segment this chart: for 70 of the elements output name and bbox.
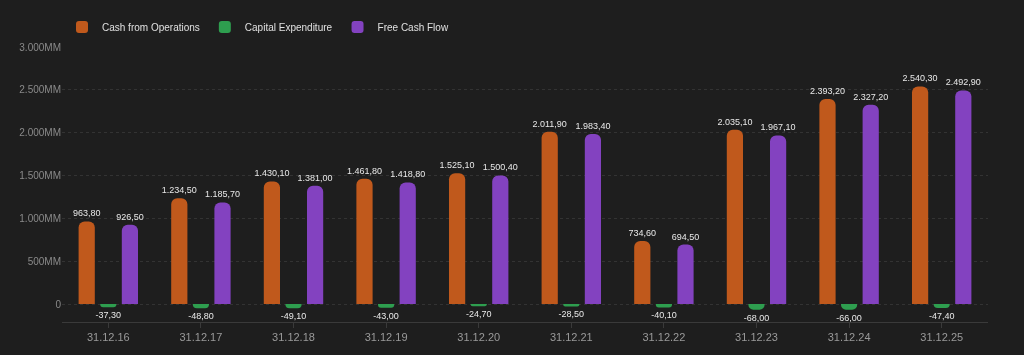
data-label: -40,10 [651, 310, 677, 321]
y-tick-label: 500MM [27, 255, 61, 267]
data-label: 1.461,80 [346, 165, 383, 176]
data-label: 1.185,70 [204, 189, 241, 200]
bar [770, 135, 787, 305]
data-label: -28,50 [558, 309, 585, 320]
bar [214, 202, 231, 305]
bar [121, 224, 139, 305]
data-label: -24,70 [465, 309, 492, 320]
data-label: 926,50 [116, 211, 144, 222]
data-label: 1.234,50 [161, 185, 197, 196]
x-tick-label: 31.12.16 [86, 331, 130, 344]
x-tick-label: 31.12.22 [642, 331, 686, 344]
data-label: 1.500,40 [482, 162, 518, 173]
data-label: 1.430,10 [254, 168, 290, 179]
data-label: 1.381,00 [297, 172, 333, 183]
bar [911, 86, 929, 305]
data-label: -49,10 [280, 311, 307, 322]
data-label: 734,60 [628, 228, 657, 239]
data-label: 1.983,40 [575, 121, 611, 132]
data-label: -43,00 [373, 310, 399, 321]
data-label: -47,40 [928, 311, 955, 322]
bar [584, 134, 602, 305]
data-label: 2.035,10 [717, 116, 753, 127]
data-label: -66,00 [836, 312, 862, 323]
y-tick-label: 2.500MM [19, 84, 61, 96]
data-label: 963,80 [72, 208, 101, 219]
bar [541, 131, 558, 305]
x-tick-label: 31.12.17 [179, 331, 223, 344]
x-tick-label: 31.12.20 [457, 331, 501, 344]
x-tick-label: 31.12.19 [364, 331, 408, 344]
data-label: 1.525,10 [439, 160, 475, 171]
x-tick-label: 31.12.25 [920, 331, 964, 344]
bar [492, 175, 509, 305]
legend-label: Free Cash Flow [377, 21, 449, 33]
bar [78, 221, 95, 305]
data-label: 2.492,90 [945, 77, 981, 88]
data-label: 2.327,20 [853, 91, 889, 102]
bar [356, 178, 373, 305]
bar [263, 181, 280, 305]
data-label: -68,00 [743, 312, 770, 323]
y-tick-label: 3.000MM [19, 41, 61, 53]
y-tick-label: 1.500MM [19, 170, 61, 181]
data-label: -37,30 [95, 310, 122, 321]
y-tick-label: 0 [55, 298, 62, 310]
data-label: 1.967,10 [760, 122, 796, 133]
bar [171, 198, 188, 305]
data-label: 2.393,20 [809, 85, 846, 96]
bar [399, 182, 416, 305]
data-label: 1.418,80 [390, 169, 426, 180]
data-label: 2.011,90 [532, 118, 567, 129]
x-tick-label: 31.12.21 [549, 331, 593, 344]
legend-label: Cash from Operations [102, 21, 200, 33]
bar [307, 185, 324, 305]
x-tick-label: 31.12.23 [735, 331, 778, 344]
data-label: -48,80 [188, 311, 214, 322]
y-tick-label: 1.000MM [19, 212, 61, 224]
bar [862, 104, 879, 305]
data-label: 694,50 [671, 231, 700, 242]
x-tick-label: 31.12.18 [272, 331, 315, 344]
x-tick-label: 31.12.24 [827, 331, 871, 344]
bar [677, 244, 694, 305]
legend-label: Capital Expenditure [244, 21, 333, 33]
data-label: 2.540,30 [902, 73, 938, 84]
bar [726, 129, 743, 305]
bar [634, 241, 651, 305]
y-tick-label: 2.000MM [19, 127, 61, 139]
bar [448, 173, 466, 305]
bar [819, 98, 836, 305]
bar [955, 90, 972, 305]
